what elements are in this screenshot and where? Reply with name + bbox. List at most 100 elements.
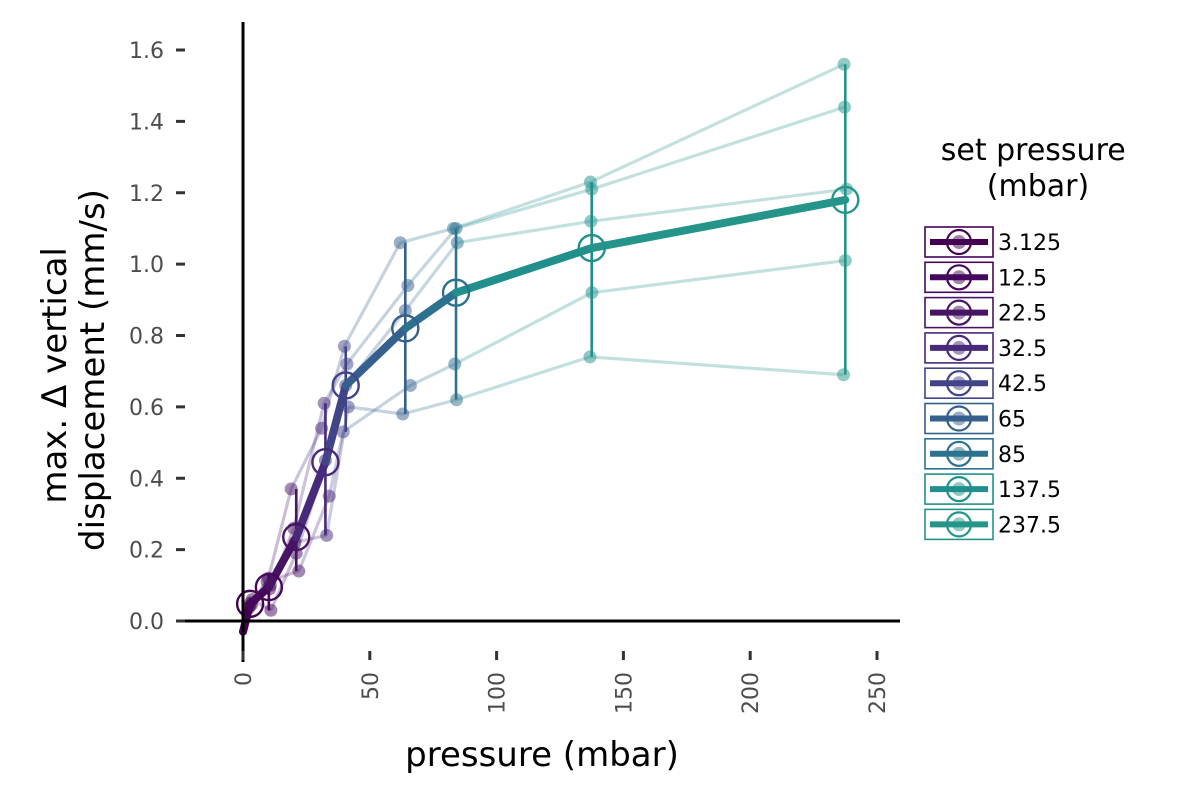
axes: 0 50 100 150 200 250 0.0 0.2 0.4 0.6 0.8 1.0 1.2 1.4… (129, 22, 900, 714)
mean-marker (311, 447, 340, 477)
legend-label: 137.5 (998, 478, 1061, 503)
x-tick-label: 100 (486, 672, 511, 714)
legend-title-line-1: set pressure (941, 133, 1126, 168)
legend-key-marker (945, 405, 973, 432)
trial-line-segment (589, 355, 844, 377)
y-tick-label: 1.2 (129, 182, 164, 207)
legend-item: 42.5 (924, 367, 1047, 400)
legend-key-point (952, 482, 966, 497)
mean-marker (282, 522, 311, 552)
mean-curve-segment (587, 195, 850, 253)
legend-item: 22.5 (924, 296, 1047, 329)
legend-key-point (952, 270, 966, 285)
trial-line-segment (409, 362, 456, 387)
legend-key-point (952, 340, 966, 355)
legend-items: 3.125 12.5 22.5 32.5 42.5 65 85 137.5 237.5 (924, 226, 1061, 541)
measured-point (264, 603, 278, 617)
legend: set pressure (mbar) 3.125 12.5 22.5 32.5 42.… (924, 133, 1136, 541)
error-bars (248, 64, 847, 611)
y-ticks: 0.0 0.2 0.4 0.6 0.8 1.0 1.2 1.4 1.6 (129, 39, 185, 635)
legend-key-marker (945, 440, 973, 467)
legend-key-marker (945, 264, 973, 291)
mean-markers (235, 185, 860, 619)
trial-line-segment (327, 431, 345, 497)
legend-key-marker (945, 228, 973, 256)
trial-line-segment (289, 427, 324, 490)
y-tick-label: 0.6 (129, 396, 164, 421)
legend-key-point (952, 446, 966, 461)
measured-point (393, 236, 407, 250)
trial-line-segment (269, 552, 298, 611)
measured-point (403, 378, 417, 392)
legend-label: 22.5 (998, 302, 1047, 327)
trial-line-segment (455, 187, 593, 230)
mean-curve (239, 195, 850, 636)
trial-line-segment (406, 227, 458, 287)
trial-line-segment (343, 241, 402, 347)
x-tick-label: 0 (232, 672, 257, 686)
mean-marker (577, 233, 606, 263)
measured-point (401, 279, 415, 293)
legend-label: 32.5 (998, 337, 1047, 362)
legend-key-marker (945, 299, 973, 326)
x-axis-title: pressure (mbar) (405, 735, 679, 775)
y-tick-label: 1.4 (129, 110, 164, 135)
legend-item: 3.125 (924, 226, 1061, 258)
mean-marker (391, 314, 420, 343)
trial-line-segment (345, 284, 410, 366)
mean-curve-segment (401, 288, 461, 333)
y-tick-label: 1.0 (129, 253, 164, 278)
trial-line-segment (402, 398, 457, 416)
legend-item: 65 (924, 402, 1026, 435)
mean-curve-segment (452, 244, 596, 297)
measured-point (396, 407, 410, 421)
legend-title: set pressure (mbar) (941, 133, 1136, 204)
mean-marker (441, 278, 471, 307)
legend-item: 32.5 (924, 332, 1047, 364)
trial-line-segment (322, 363, 349, 405)
legend-item: 237.5 (924, 508, 1061, 541)
legend-key-point (952, 411, 966, 426)
trial-line-segment (348, 405, 403, 416)
mean-marker (254, 572, 284, 602)
trial-line-segment (454, 291, 593, 366)
y-tick-label: 0.8 (129, 325, 164, 350)
measured-points (241, 57, 854, 617)
x-tick-label: 250 (866, 672, 891, 714)
trial-lines (246, 62, 847, 612)
trial-line-segment (452, 180, 591, 230)
y-axis-title: max. Δ vertical displacement (mm/s) (35, 189, 113, 551)
legend-item: 85 (924, 437, 1026, 470)
legend-label: 42.5 (998, 372, 1047, 397)
trial-line-segment (457, 219, 592, 245)
trial-line-segment (404, 241, 459, 312)
legend-item: 12.5 (924, 261, 1047, 294)
legend-key-point (952, 376, 966, 391)
trial-line-segment (589, 62, 845, 184)
x-tick-label: 200 (739, 672, 764, 714)
x-ticks: 0 50 100 150 200 250 (232, 651, 891, 714)
legend-title-line-2: (mbar) (987, 169, 1089, 204)
mean-marker (235, 589, 265, 619)
y-axis-title-line-2: displacement (mm/s) (73, 189, 113, 551)
y-tick-label: 1.6 (129, 39, 164, 64)
trial-line-segment (591, 258, 846, 295)
y-tick-label: 0.0 (129, 610, 164, 635)
measured-point (583, 350, 597, 364)
mean-marker (831, 185, 860, 215)
y-tick-label: 0.2 (129, 539, 164, 564)
y-axis-title-line-1: max. Δ vertical (35, 247, 75, 504)
measured-point (837, 368, 851, 382)
legend-key-marker (945, 370, 973, 397)
legend-key-point (952, 517, 966, 532)
trial-line-segment (342, 384, 412, 434)
mean-curve-segment (264, 533, 301, 592)
legend-key-marker (945, 511, 973, 538)
trial-line-segment (591, 105, 846, 191)
measured-point (284, 482, 298, 496)
y-tick-label: 0.4 (129, 467, 164, 492)
trial-line-segment (266, 488, 293, 579)
legend-key-marker (945, 334, 973, 361)
x-tick-label: 50 (359, 672, 384, 700)
